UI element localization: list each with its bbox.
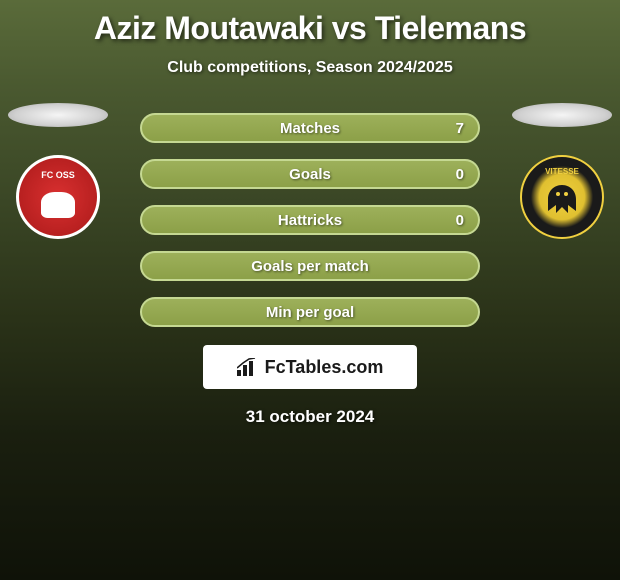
stat-label: Goals (289, 166, 331, 183)
stat-value: 7 (456, 120, 464, 137)
team-logo-vitesse: VITESSE (520, 155, 604, 239)
stat-row-min-per-goal: Min per goal (140, 297, 480, 327)
date-text: 31 october 2024 (0, 407, 620, 427)
stats-column: Matches 7 Goals 0 Hattricks 0 Goals per … (140, 113, 480, 327)
main-content: FC OSS Matches 7 Goals 0 Hattricks 0 Goa… (0, 113, 620, 327)
stat-label: Goals per match (251, 258, 369, 275)
page-title: Aziz Moutawaki vs Tielemans (0, 10, 620, 47)
stat-row-goals: Goals 0 (140, 159, 480, 189)
stat-row-matches: Matches 7 (140, 113, 480, 143)
stat-row-hattricks: Hattricks 0 (140, 205, 480, 235)
chart-bars-icon (237, 358, 259, 376)
player-head-right (512, 103, 612, 127)
stat-value: 0 (456, 212, 464, 229)
stat-value: 0 (456, 166, 464, 183)
fctables-badge[interactable]: FcTables.com (203, 345, 417, 389)
fcoss-logo-text: FC OSS (41, 170, 75, 180)
subtitle: Club competitions, Season 2024/2025 (0, 59, 620, 77)
player-badge-right: VITESSE (512, 103, 612, 253)
stat-label: Min per goal (266, 304, 354, 321)
fctables-text: FcTables.com (265, 357, 384, 378)
team-logo-fcoss: FC OSS (16, 155, 100, 239)
player-head-left (8, 103, 108, 127)
vitesse-eagle-icon (542, 181, 582, 217)
player-badge-left: FC OSS (8, 103, 108, 253)
comparison-container: Aziz Moutawaki vs Tielemans Club competi… (0, 0, 620, 427)
fcoss-elephant-icon (41, 192, 75, 218)
stat-label: Matches (280, 120, 340, 137)
stat-label: Hattricks (278, 212, 342, 229)
vitesse-logo-text: VITESSE (545, 167, 579, 176)
stat-row-goals-per-match: Goals per match (140, 251, 480, 281)
